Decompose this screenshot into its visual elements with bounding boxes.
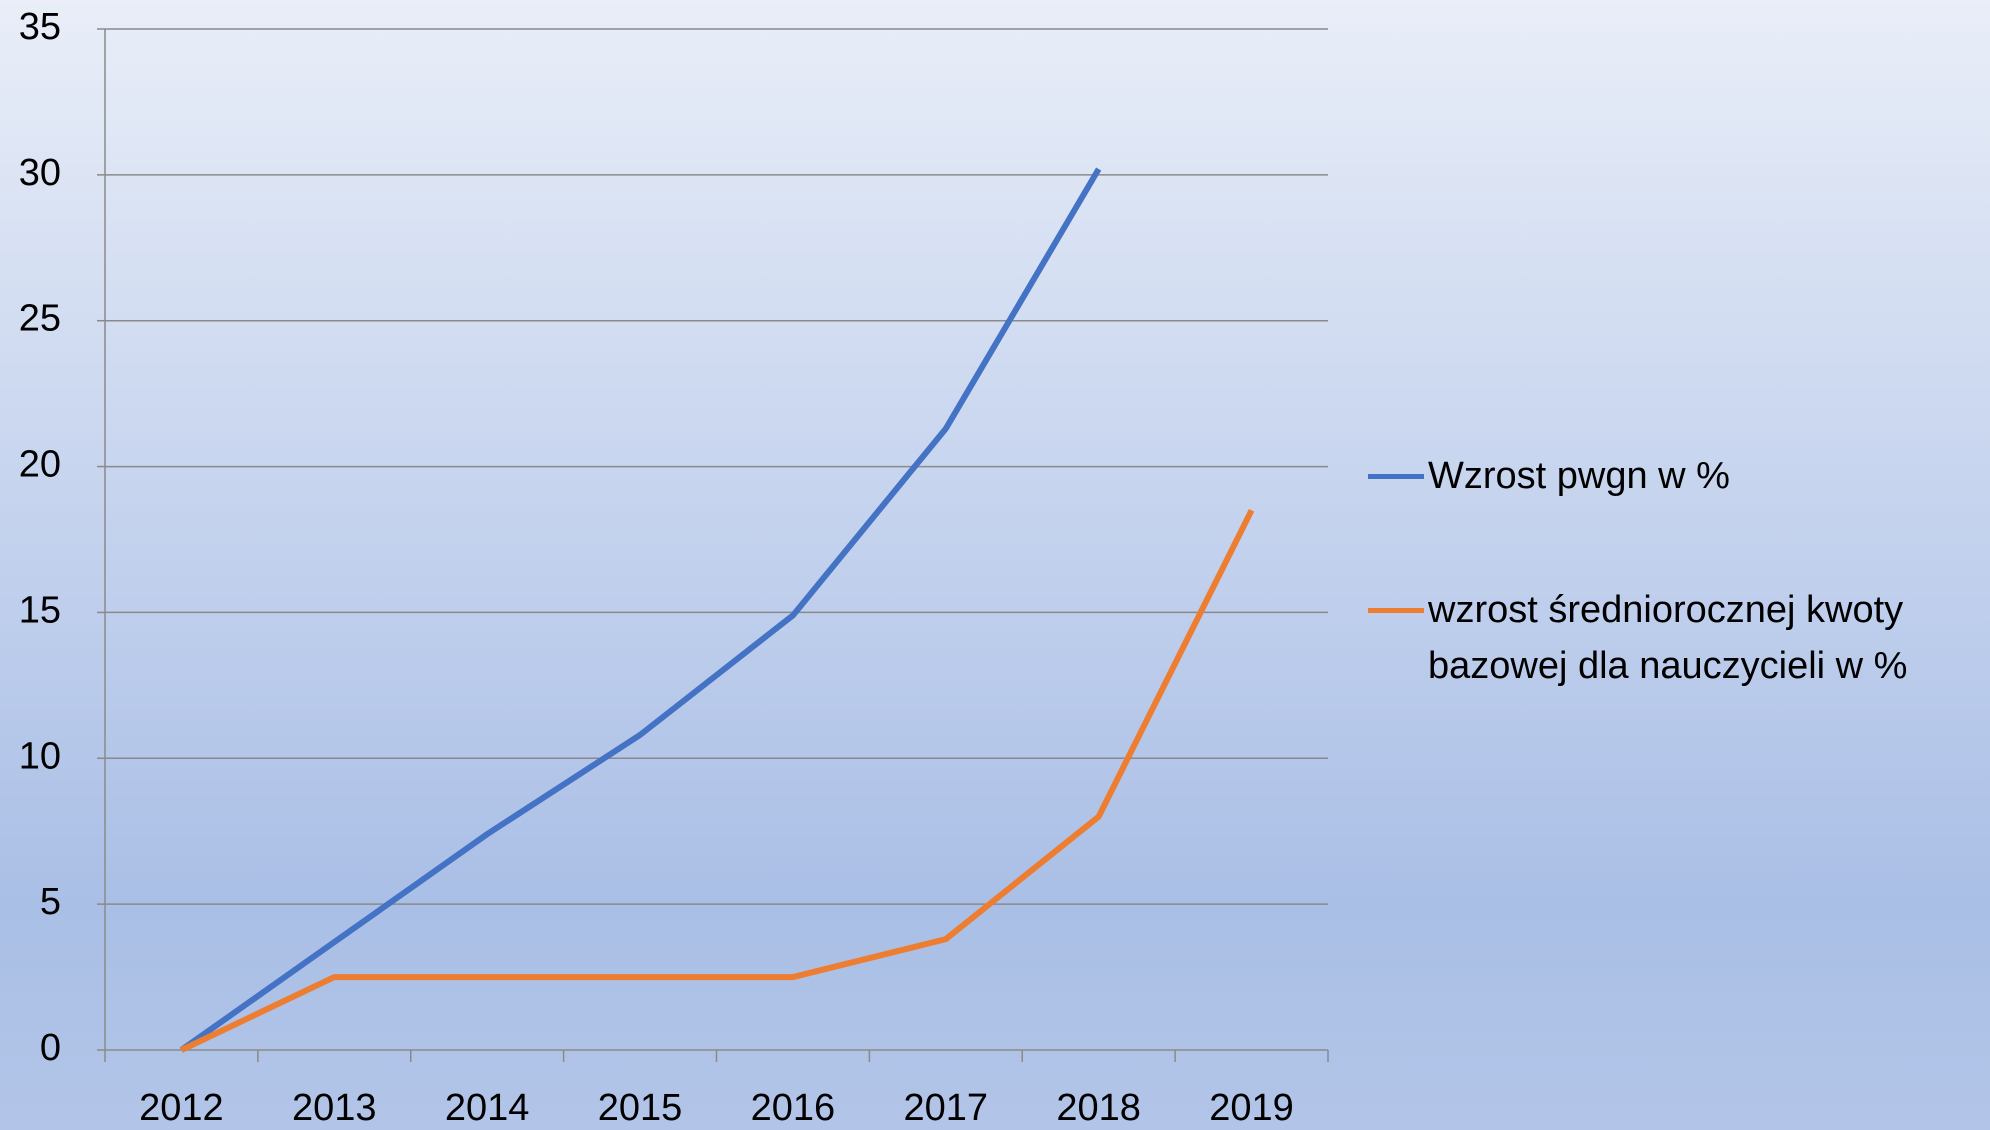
x-tick-label: 2014 — [445, 1087, 530, 1129]
legend-item: wzrost średniorocznej kwoty bazowej dla … — [1368, 582, 1988, 694]
legend-swatch — [1368, 608, 1424, 613]
y-tick-label: 30 — [19, 152, 61, 194]
legend-label: wzrost średniorocznej kwoty bazowej dla … — [1428, 589, 1908, 687]
x-tick-label: 2015 — [598, 1087, 683, 1129]
y-tick-label: 35 — [19, 6, 61, 48]
y-tick-label: 15 — [19, 589, 61, 631]
x-tick-label: 2013 — [292, 1087, 377, 1129]
y-tick-label: 20 — [19, 444, 61, 486]
x-tick-label: 2018 — [1056, 1087, 1141, 1129]
legend-swatch — [1368, 474, 1424, 479]
x-tick-label: 2019 — [1209, 1087, 1294, 1129]
y-tick-label: 0 — [40, 1027, 61, 1069]
legend-label: Wzrost pwgn w % — [1428, 455, 1730, 497]
x-tick-label: 2012 — [139, 1087, 224, 1129]
legend-item: Wzrost pwgn w % — [1368, 448, 1988, 504]
series-line — [179, 167, 1102, 1053]
y-tick-label: 10 — [19, 735, 61, 777]
y-tick-label: 5 — [40, 881, 61, 923]
x-tick-label: 2016 — [751, 1087, 836, 1129]
y-tick-label: 25 — [19, 298, 61, 340]
series-line — [180, 508, 1255, 1053]
x-tick-label: 2017 — [904, 1087, 989, 1129]
